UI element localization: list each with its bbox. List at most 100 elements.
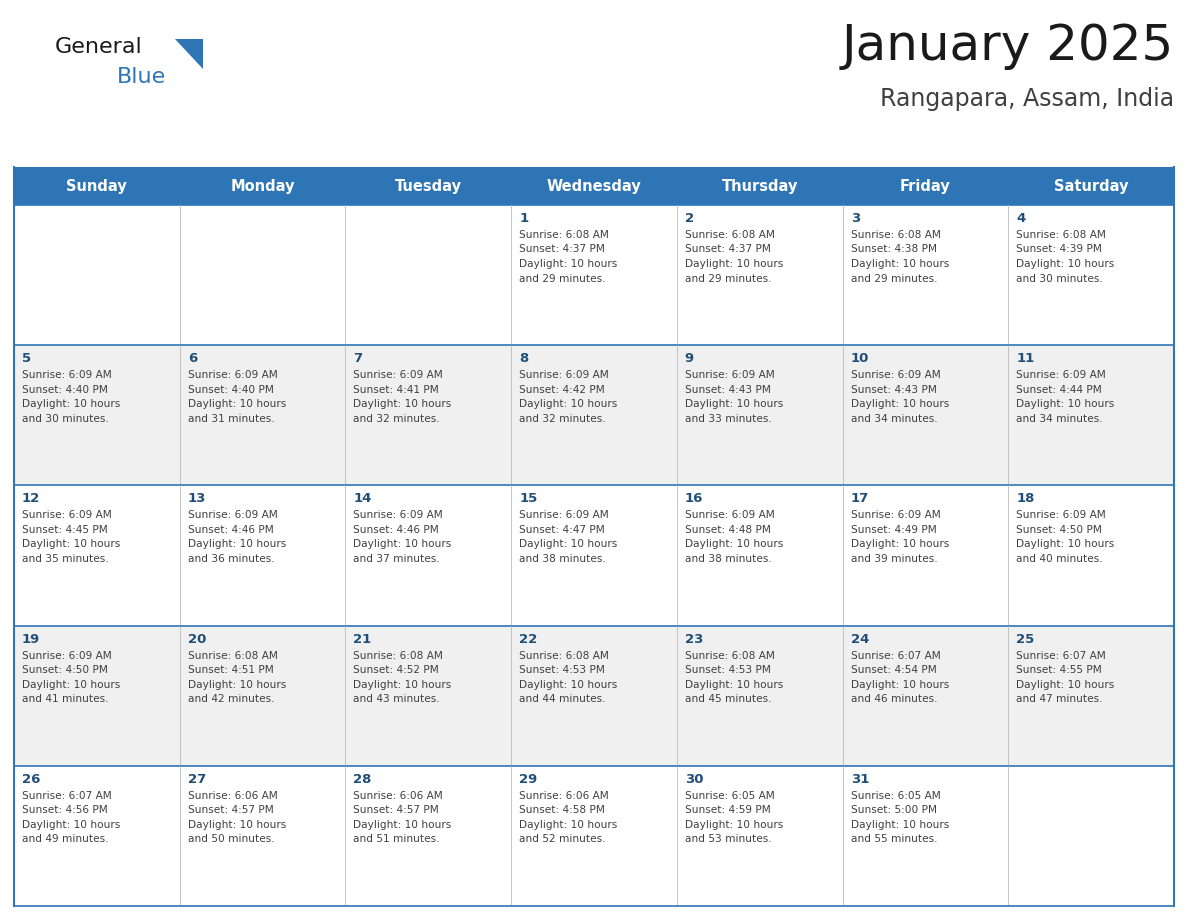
Text: Sunrise: 6:09 AM: Sunrise: 6:09 AM xyxy=(684,370,775,380)
Text: Rangapara, Assam, India: Rangapara, Assam, India xyxy=(880,87,1174,111)
Text: Sunset: 4:38 PM: Sunset: 4:38 PM xyxy=(851,244,936,254)
Polygon shape xyxy=(175,39,203,69)
Text: Daylight: 10 hours: Daylight: 10 hours xyxy=(684,820,783,830)
Bar xyxy=(14,766,1174,906)
Text: and 50 minutes.: and 50 minutes. xyxy=(188,834,274,845)
Text: Sunset: 4:40 PM: Sunset: 4:40 PM xyxy=(23,385,108,395)
Text: Sunrise: 6:09 AM: Sunrise: 6:09 AM xyxy=(23,651,112,661)
Text: and 31 minutes.: and 31 minutes. xyxy=(188,414,274,424)
Text: Saturday: Saturday xyxy=(1054,178,1129,194)
Bar xyxy=(14,625,1174,766)
Text: and 46 minutes.: and 46 minutes. xyxy=(851,694,937,704)
Text: and 36 minutes.: and 36 minutes. xyxy=(188,554,274,564)
Text: Sunrise: 6:08 AM: Sunrise: 6:08 AM xyxy=(684,230,775,240)
Text: and 40 minutes.: and 40 minutes. xyxy=(1016,554,1102,564)
Text: 12: 12 xyxy=(23,492,40,506)
Text: Sunrise: 6:08 AM: Sunrise: 6:08 AM xyxy=(188,651,278,661)
Text: Sunset: 4:45 PM: Sunset: 4:45 PM xyxy=(23,525,108,535)
Text: 19: 19 xyxy=(23,633,40,645)
Text: Sunrise: 6:07 AM: Sunrise: 6:07 AM xyxy=(851,651,941,661)
Text: Sunrise: 6:09 AM: Sunrise: 6:09 AM xyxy=(851,370,941,380)
Text: Daylight: 10 hours: Daylight: 10 hours xyxy=(519,259,618,269)
Text: Sunset: 4:40 PM: Sunset: 4:40 PM xyxy=(188,385,273,395)
Text: Sunset: 4:57 PM: Sunset: 4:57 PM xyxy=(353,805,440,815)
Text: Daylight: 10 hours: Daylight: 10 hours xyxy=(188,679,286,689)
Text: Blue: Blue xyxy=(116,67,166,87)
Text: Sunrise: 6:06 AM: Sunrise: 6:06 AM xyxy=(519,790,609,800)
Text: and 35 minutes.: and 35 minutes. xyxy=(23,554,108,564)
Text: Sunrise: 6:09 AM: Sunrise: 6:09 AM xyxy=(23,370,112,380)
Text: Sunset: 4:58 PM: Sunset: 4:58 PM xyxy=(519,805,605,815)
Text: 4: 4 xyxy=(1016,212,1025,225)
Text: 14: 14 xyxy=(353,492,372,506)
Text: Sunset: 4:50 PM: Sunset: 4:50 PM xyxy=(23,666,108,675)
Text: and 38 minutes.: and 38 minutes. xyxy=(519,554,606,564)
Text: Tuesday: Tuesday xyxy=(394,178,462,194)
Text: Sunrise: 6:05 AM: Sunrise: 6:05 AM xyxy=(851,790,941,800)
Text: 20: 20 xyxy=(188,633,206,645)
Text: Wednesday: Wednesday xyxy=(546,178,642,194)
Text: Sunrise: 6:09 AM: Sunrise: 6:09 AM xyxy=(684,510,775,521)
Text: Daylight: 10 hours: Daylight: 10 hours xyxy=(519,679,618,689)
Text: Sunrise: 6:06 AM: Sunrise: 6:06 AM xyxy=(353,790,443,800)
Text: Sunset: 4:46 PM: Sunset: 4:46 PM xyxy=(353,525,440,535)
Text: and 43 minutes.: and 43 minutes. xyxy=(353,694,440,704)
Text: Monday: Monday xyxy=(230,178,295,194)
Text: 18: 18 xyxy=(1016,492,1035,506)
Text: 1: 1 xyxy=(519,212,529,225)
Text: 23: 23 xyxy=(684,633,703,645)
Text: Sunrise: 6:08 AM: Sunrise: 6:08 AM xyxy=(851,230,941,240)
Text: Sunrise: 6:09 AM: Sunrise: 6:09 AM xyxy=(188,370,278,380)
Text: 24: 24 xyxy=(851,633,868,645)
Text: Sunrise: 6:07 AM: Sunrise: 6:07 AM xyxy=(23,790,112,800)
Text: and 30 minutes.: and 30 minutes. xyxy=(23,414,109,424)
Text: and 34 minutes.: and 34 minutes. xyxy=(851,414,937,424)
Text: Sunrise: 6:09 AM: Sunrise: 6:09 AM xyxy=(23,510,112,521)
Text: Sunset: 4:43 PM: Sunset: 4:43 PM xyxy=(684,385,771,395)
Text: Daylight: 10 hours: Daylight: 10 hours xyxy=(1016,540,1114,549)
Text: Daylight: 10 hours: Daylight: 10 hours xyxy=(851,820,949,830)
Text: Sunset: 4:59 PM: Sunset: 4:59 PM xyxy=(684,805,771,815)
Text: 2: 2 xyxy=(684,212,694,225)
Text: 7: 7 xyxy=(353,353,362,365)
Text: and 42 minutes.: and 42 minutes. xyxy=(188,694,274,704)
Text: and 41 minutes.: and 41 minutes. xyxy=(23,694,108,704)
Text: Sunset: 4:54 PM: Sunset: 4:54 PM xyxy=(851,666,936,675)
Text: Sunset: 4:42 PM: Sunset: 4:42 PM xyxy=(519,385,605,395)
Text: 13: 13 xyxy=(188,492,206,506)
Text: and 47 minutes.: and 47 minutes. xyxy=(1016,694,1102,704)
Text: Daylight: 10 hours: Daylight: 10 hours xyxy=(1016,259,1114,269)
Text: and 45 minutes.: and 45 minutes. xyxy=(684,694,771,704)
Bar xyxy=(14,486,1174,625)
Text: Daylight: 10 hours: Daylight: 10 hours xyxy=(23,540,120,549)
Text: Daylight: 10 hours: Daylight: 10 hours xyxy=(23,399,120,409)
Text: 17: 17 xyxy=(851,492,868,506)
Text: and 29 minutes.: and 29 minutes. xyxy=(851,274,937,284)
Text: 10: 10 xyxy=(851,353,868,365)
Text: 25: 25 xyxy=(1016,633,1035,645)
Text: and 37 minutes.: and 37 minutes. xyxy=(353,554,440,564)
Text: Daylight: 10 hours: Daylight: 10 hours xyxy=(851,540,949,549)
Text: and 39 minutes.: and 39 minutes. xyxy=(851,554,937,564)
Text: 31: 31 xyxy=(851,773,868,786)
Text: and 29 minutes.: and 29 minutes. xyxy=(519,274,606,284)
Text: Sunrise: 6:08 AM: Sunrise: 6:08 AM xyxy=(1016,230,1106,240)
Text: 30: 30 xyxy=(684,773,703,786)
Text: Sunset: 4:50 PM: Sunset: 4:50 PM xyxy=(1016,525,1102,535)
Text: Sunrise: 6:09 AM: Sunrise: 6:09 AM xyxy=(188,510,278,521)
Text: 21: 21 xyxy=(353,633,372,645)
Text: and 34 minutes.: and 34 minutes. xyxy=(1016,414,1102,424)
Text: 28: 28 xyxy=(353,773,372,786)
Text: Daylight: 10 hours: Daylight: 10 hours xyxy=(188,820,286,830)
Text: Sunrise: 6:09 AM: Sunrise: 6:09 AM xyxy=(353,510,443,521)
Text: and 53 minutes.: and 53 minutes. xyxy=(684,834,771,845)
Text: Sunrise: 6:09 AM: Sunrise: 6:09 AM xyxy=(519,510,609,521)
Text: Sunset: 4:57 PM: Sunset: 4:57 PM xyxy=(188,805,273,815)
Text: Sunrise: 6:07 AM: Sunrise: 6:07 AM xyxy=(1016,651,1106,661)
Text: Sunset: 4:47 PM: Sunset: 4:47 PM xyxy=(519,525,605,535)
Text: 15: 15 xyxy=(519,492,537,506)
Text: 29: 29 xyxy=(519,773,537,786)
Text: Daylight: 10 hours: Daylight: 10 hours xyxy=(353,399,451,409)
Text: Sunset: 4:37 PM: Sunset: 4:37 PM xyxy=(684,244,771,254)
Text: Daylight: 10 hours: Daylight: 10 hours xyxy=(23,820,120,830)
